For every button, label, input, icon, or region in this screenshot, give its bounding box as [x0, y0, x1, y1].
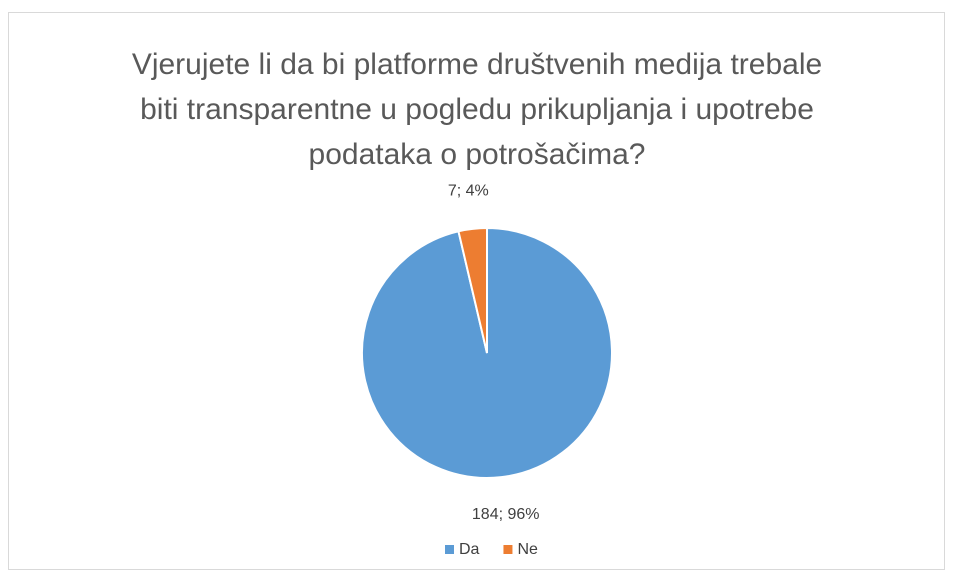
- legend-label: Ne: [517, 541, 538, 558]
- data-label: 7; 4%: [448, 182, 489, 199]
- data-label: 184; 96%: [472, 506, 540, 523]
- pie-slice: [457, 226, 488, 354]
- legend-swatch: [503, 545, 513, 554]
- legend-swatch: [445, 545, 454, 554]
- legend-label: Da: [459, 541, 480, 558]
- chart-title: Vjerujete li da bi platforme društvenih …: [131, 48, 823, 171]
- chart-frame: [8, 12, 945, 570]
- pie-slice: [361, 226, 613, 479]
